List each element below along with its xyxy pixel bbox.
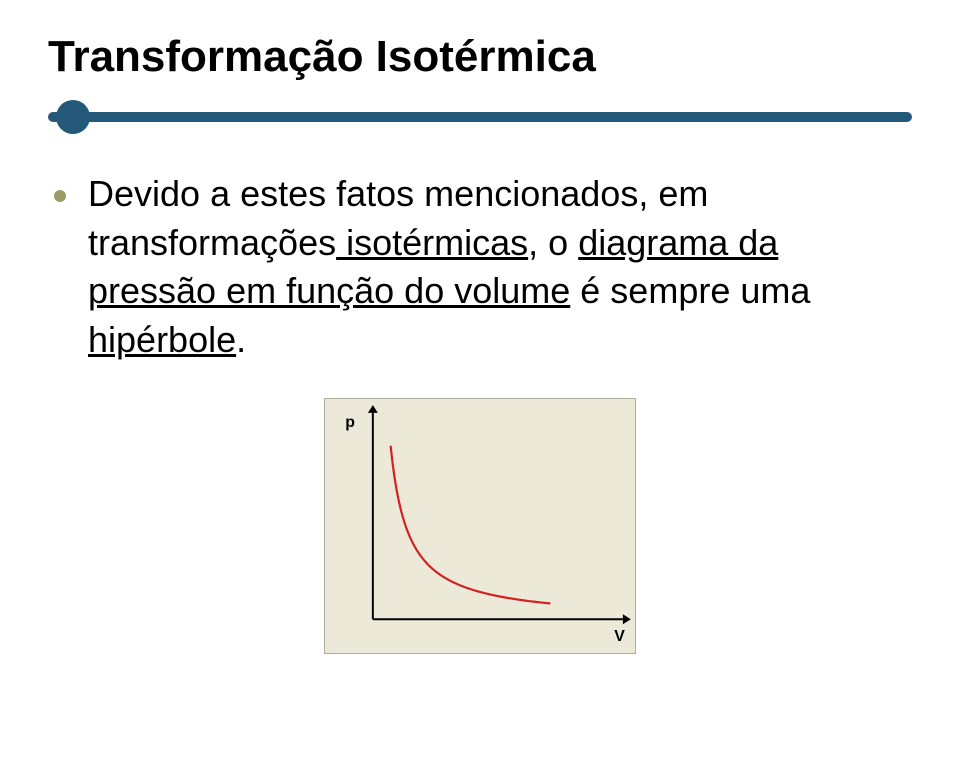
bullet-item: Devido a estes fatos mencionados, em tra… xyxy=(48,170,912,364)
bullet-underline-span: isotérmicas xyxy=(336,222,528,263)
body: Devido a estes fatos mencionados, em tra… xyxy=(48,170,912,364)
pv-chart: pV xyxy=(324,398,636,654)
page-title: Transformação Isotérmica xyxy=(48,32,912,82)
svg-text:p: p xyxy=(345,414,355,431)
svg-text:V: V xyxy=(614,628,625,645)
bullet-text-span: . xyxy=(236,319,246,360)
title-rule-line xyxy=(48,112,912,122)
chart-container: pV xyxy=(48,398,912,654)
bullet-text-span: , o xyxy=(528,222,578,263)
slide: Transformação Isotérmica Devido a estes … xyxy=(0,0,960,778)
bullet-underline-span: hipérbole xyxy=(88,319,236,360)
bullet-text: Devido a estes fatos mencionados, em tra… xyxy=(88,170,912,364)
bullet-dot-icon xyxy=(54,190,66,202)
title-rule xyxy=(48,100,912,134)
bullet-text-span: é sempre uma xyxy=(570,270,810,311)
title-rule-ball xyxy=(56,100,90,134)
pv-chart-svg: pV xyxy=(325,399,635,653)
